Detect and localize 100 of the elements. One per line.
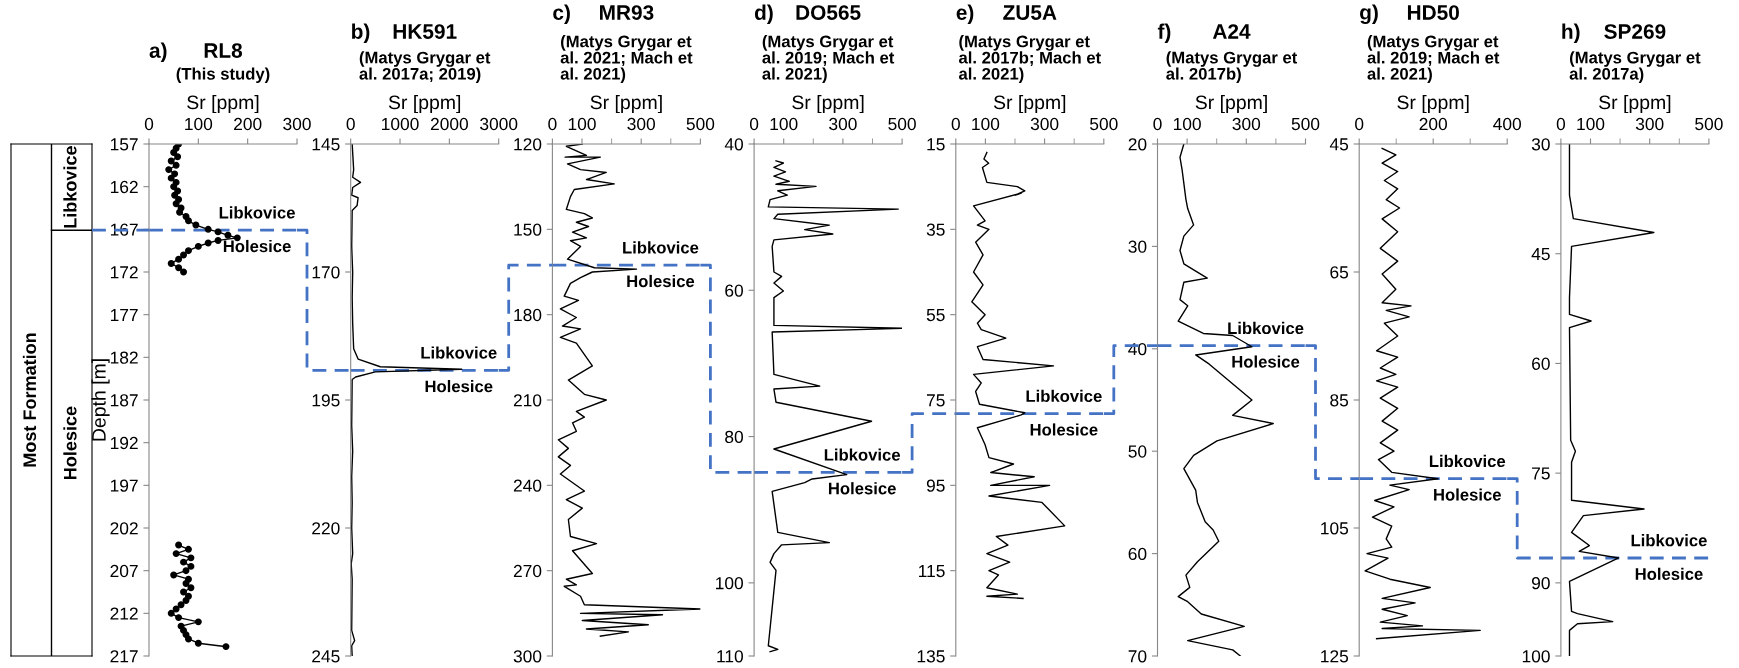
y-tick-label: 240 bbox=[513, 479, 542, 492]
annotation: Libkovice bbox=[1631, 534, 1707, 547]
x-axis-title: Sr [ppm] bbox=[1195, 94, 1267, 114]
chart-subtitle: (Matys Grygar et al. 2017a; 2019) bbox=[359, 51, 491, 83]
x-tick-label: 0 bbox=[346, 117, 355, 131]
x-tick-label: 100 bbox=[185, 117, 213, 131]
y-tick-label: 210 bbox=[513, 394, 542, 407]
y-tick-label: 217 bbox=[110, 650, 138, 663]
y-tick-label: 135 bbox=[917, 650, 945, 663]
y-tick-label: 100 bbox=[1522, 650, 1550, 663]
y-tick-label: 187 bbox=[110, 394, 138, 407]
y-tick-label: 40 bbox=[724, 138, 744, 151]
y-tick-label: 105 bbox=[1321, 522, 1349, 535]
x-tick-label: 0 bbox=[1355, 117, 1364, 131]
x-tick-label: 0 bbox=[1556, 117, 1566, 131]
y-tick-label: 15 bbox=[927, 138, 945, 151]
chart-subtitle: (Matys Grygar et al. 2017a) bbox=[1569, 51, 1701, 83]
annotation: Holesice bbox=[627, 274, 695, 288]
x-axis-title: Sr [ppm] bbox=[1397, 94, 1469, 114]
x-tick-label: 1000 bbox=[382, 117, 419, 131]
y-tick-label: 220 bbox=[312, 522, 340, 535]
annotation: Holesice bbox=[1434, 488, 1501, 501]
y-tick-label: 157 bbox=[110, 138, 138, 151]
annotation: Libkovice bbox=[219, 206, 295, 219]
y-tick-label: 60 bbox=[1532, 357, 1550, 370]
y-tick-label: 245 bbox=[312, 650, 340, 663]
y-tick-label: 85 bbox=[1330, 394, 1349, 407]
y-tick-label: 300 bbox=[513, 650, 542, 663]
y-tick-label: 95 bbox=[926, 479, 945, 492]
y-tick-label: 270 bbox=[513, 564, 542, 578]
chart-title: HK591 bbox=[393, 24, 457, 39]
text: c) bbox=[553, 4, 570, 24]
y-tick-label: 30 bbox=[1531, 138, 1550, 151]
text: a) bbox=[149, 42, 167, 62]
x-tick-label: 300 bbox=[1635, 117, 1664, 131]
text: h) bbox=[1562, 23, 1580, 43]
x-tick-label: 0 bbox=[1153, 117, 1162, 131]
chart-subtitle: (Matys Grygar et al. 2019; Mach et al. 2021) bbox=[1367, 35, 1500, 83]
annotation: Libkovice bbox=[623, 241, 699, 254]
chart-title: ZU5A bbox=[1003, 5, 1057, 20]
x-tick-label: 500 bbox=[888, 117, 916, 131]
text: e) bbox=[956, 4, 974, 24]
y-axis-title: Depth [m] bbox=[91, 359, 110, 441]
y-tick-label: 180 bbox=[514, 308, 542, 322]
chart-subtitle: (Matys Grygar et al. 2017b; Mach et al. 2021) bbox=[958, 35, 1101, 83]
x-tick-label: 100 bbox=[1173, 117, 1201, 131]
y-tick-label: 207 bbox=[110, 564, 138, 578]
x-tick-label: 100 bbox=[568, 117, 596, 131]
chart-subtitle: (Matys Grygar et al. 2021; Mach et al. 2021) bbox=[560, 35, 693, 83]
chart-title: HD50 bbox=[1407, 5, 1459, 20]
text: Most Formation bbox=[22, 333, 37, 467]
y-tick-label: 55 bbox=[926, 309, 945, 322]
annotation: Holesice bbox=[425, 380, 493, 393]
annotation: Libkovice bbox=[1026, 389, 1102, 403]
x-tick-label: 500 bbox=[1090, 117, 1118, 131]
x-axis-title: Sr [ppm] bbox=[993, 94, 1066, 114]
y-tick-label: 90 bbox=[1531, 577, 1550, 590]
x-tick-label: 0 bbox=[749, 117, 759, 131]
annotation: Holesice bbox=[1232, 355, 1300, 368]
x-axis-title: Sr [ppm] bbox=[792, 94, 864, 114]
y-tick-label: 202 bbox=[110, 522, 138, 535]
y-tick-label: 110 bbox=[717, 650, 744, 663]
x-tick-label: 500 bbox=[1291, 117, 1320, 131]
y-tick-label: 170 bbox=[312, 266, 340, 279]
y-tick-label: 145 bbox=[312, 138, 340, 151]
y-tick-label: 125 bbox=[1321, 650, 1349, 663]
y-tick-label: 182 bbox=[110, 351, 138, 364]
annotation: Libkovice bbox=[421, 346, 497, 359]
x-tick-label: 200 bbox=[1419, 117, 1448, 131]
annotation: Holesice bbox=[1030, 423, 1098, 436]
chart-title: RL8 bbox=[204, 43, 243, 58]
chart-title: DO565 bbox=[796, 5, 861, 20]
chart-subtitle: (Matys Grygar et al. 2019; Mach et al. 2021) bbox=[762, 35, 895, 83]
text: Holesice bbox=[63, 406, 77, 480]
x-tick-label: 300 bbox=[1232, 117, 1261, 131]
chart-subtitle: (Matys Grygar et al. 2017b) bbox=[1166, 51, 1298, 83]
y-tick-label: 60 bbox=[725, 284, 744, 297]
y-tick-label: 115 bbox=[919, 565, 945, 578]
y-tick-label: 177 bbox=[110, 309, 138, 321]
x-axis-title: Sr [ppm] bbox=[187, 94, 259, 114]
x-axis-title: Sr [ppm] bbox=[1599, 94, 1671, 114]
chart-title: MR93 bbox=[600, 5, 654, 20]
y-tick-label: 75 bbox=[926, 394, 945, 407]
y-tick-label: 70 bbox=[1128, 650, 1147, 663]
x-tick-label: 0 bbox=[951, 117, 960, 131]
y-tick-label: 60 bbox=[1128, 547, 1147, 561]
x-tick-label: 100 bbox=[1577, 117, 1605, 131]
x-tick-label: 500 bbox=[1695, 117, 1723, 131]
x-tick-label: 200 bbox=[234, 117, 262, 131]
x-axis-title: Sr [ppm] bbox=[590, 94, 662, 114]
y-tick-label: 45 bbox=[1329, 138, 1349, 151]
annotation: Libkovice bbox=[1228, 321, 1304, 335]
chart-title: A24 bbox=[1212, 24, 1251, 39]
y-tick-label: 192 bbox=[110, 436, 138, 450]
y-tick-label: 150 bbox=[514, 223, 542, 236]
annotation: Holesice bbox=[223, 239, 291, 253]
annotation: Holesice bbox=[1635, 567, 1703, 580]
y-tick-label: 75 bbox=[1532, 467, 1550, 480]
x-tick-label: 100 bbox=[972, 117, 1000, 131]
y-tick-label: 30 bbox=[1128, 240, 1147, 253]
